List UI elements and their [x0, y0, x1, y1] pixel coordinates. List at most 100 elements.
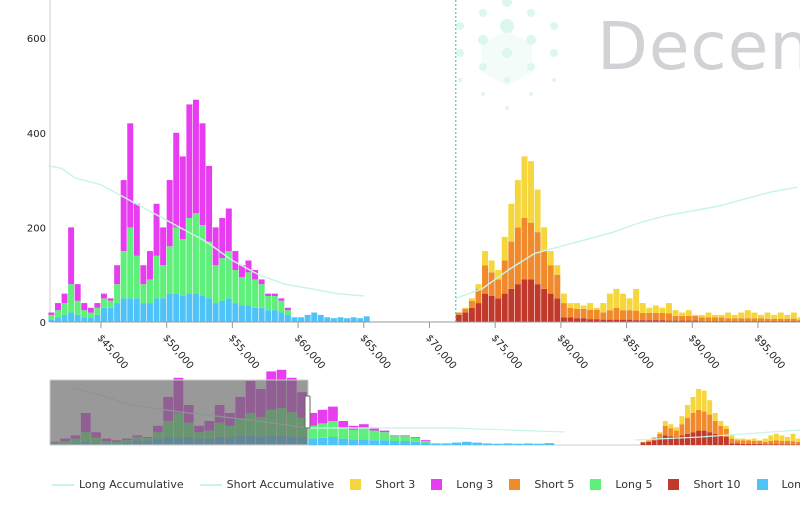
nav-bar-long-5	[348, 429, 359, 440]
nav-bar-short-5	[701, 411, 707, 431]
bar-short-3	[613, 288, 620, 308]
bar-long-5	[127, 227, 134, 299]
nav-bar-long-10	[513, 443, 524, 445]
bar-short-3	[475, 284, 482, 289]
bar-short-5	[639, 313, 646, 321]
bar-long-3	[212, 227, 219, 266]
legend-item-long-5[interactable]: Long 5	[590, 478, 652, 491]
nav-bar-long-5	[317, 423, 328, 438]
bar-long-3	[271, 293, 278, 296]
bar-short-5	[626, 310, 633, 320]
nav-bar-long-3	[317, 409, 328, 424]
bar-short-10	[567, 317, 574, 322]
y-tick-label: 600	[27, 34, 46, 45]
nav-bar-long-5	[369, 430, 379, 441]
nav-bar-long-10	[389, 441, 400, 445]
bar-long-5	[140, 284, 147, 304]
nav-bar-short-10	[646, 441, 652, 445]
legend-item-short-10[interactable]: Short 10	[668, 478, 741, 491]
bar-short-5	[652, 313, 659, 321]
nav-bar-short-10	[796, 444, 800, 445]
nav-bar-short-5	[696, 409, 702, 431]
bar-short-10	[587, 319, 594, 322]
nav-bar-long-5	[400, 436, 410, 441]
nav-bar-short-3	[723, 425, 729, 429]
nav-bar-short-3	[707, 400, 713, 415]
nav-bar-long-3	[369, 427, 379, 431]
bar-short-5	[757, 318, 764, 322]
bar-short-5	[797, 319, 800, 322]
nav-bar-long-5	[338, 427, 349, 439]
bar-long-10	[330, 318, 337, 322]
bar-long-5	[114, 284, 121, 304]
bar-short-10	[679, 320, 686, 322]
bar-short-10	[574, 318, 580, 322]
legend-item-short-3[interactable]: Short 3	[350, 478, 415, 491]
bar-short-10	[652, 320, 659, 322]
bar-short-3	[495, 269, 502, 280]
bar-short-10	[606, 319, 613, 322]
nav-bar-long-10	[420, 442, 431, 445]
bar-short-3	[501, 236, 508, 261]
bar-long-10	[160, 298, 167, 322]
legend-item-short-5[interactable]: Short 5	[509, 478, 574, 491]
bar-short-3	[711, 314, 718, 318]
nav-bar-short-10	[685, 433, 690, 445]
nav-bar-short-5	[723, 429, 729, 437]
bar-short-5	[698, 317, 705, 322]
bar-long-5	[192, 213, 199, 294]
bar-short-3	[462, 307, 469, 309]
bar-short-3	[547, 251, 554, 266]
bar-long-10	[166, 293, 173, 322]
bar-short-3	[560, 293, 567, 304]
nav-bar-short-10	[651, 440, 657, 445]
bar-short-5	[600, 312, 607, 320]
bar-short-10	[514, 284, 521, 322]
nav-bar-short-10	[679, 435, 685, 445]
nav-bar-short-3	[712, 413, 718, 421]
navigator-handle[interactable]	[304, 395, 311, 429]
nav-bar-short-3	[790, 433, 796, 442]
legend-item-long-3[interactable]: Long 3	[431, 478, 493, 491]
nav-bar-short-3	[773, 433, 779, 441]
nav-bar-long-10	[307, 438, 318, 445]
legend-item-short-accumulative[interactable]: Short Accumulative	[199, 478, 334, 491]
x-tick-label: $50,000	[160, 333, 195, 372]
navigator-selection[interactable]	[49, 379, 309, 446]
bar-long-3	[107, 298, 114, 301]
bar-short-3	[685, 310, 692, 316]
bar-short-5	[606, 310, 613, 320]
bar-long-3	[120, 180, 127, 252]
nav-bar-long-5	[359, 428, 369, 440]
nav-bar-short-3	[746, 439, 752, 441]
nav-bar-short-3	[740, 438, 746, 441]
nav-bar-long-5	[389, 436, 400, 441]
bar-short-5	[567, 307, 574, 318]
bar-long-5	[238, 277, 245, 306]
legend-item-long-10[interactable]: Long 10	[756, 478, 800, 491]
bar-short-5	[488, 272, 495, 296]
bar-short-5	[790, 318, 797, 322]
bar-short-10	[534, 284, 541, 322]
bar-long-10	[344, 318, 351, 322]
bar-long-10	[74, 314, 81, 322]
bar-short-5	[672, 315, 679, 321]
bar-short-3	[738, 312, 745, 319]
nav-bar-short-3	[662, 421, 668, 426]
bar-short-3	[468, 298, 475, 301]
bar-short-3	[764, 312, 771, 319]
y-tick-label: 0	[40, 318, 46, 329]
bar-short-5	[482, 265, 489, 294]
x-tick-label: $45,000	[95, 333, 130, 372]
legend-item-long-accumulative[interactable]: Long Accumulative	[52, 478, 184, 491]
bar-short-5	[764, 318, 771, 322]
bar-long-5	[271, 295, 278, 311]
nav-bar-short-10	[746, 443, 752, 445]
bar-long-10	[140, 303, 147, 322]
bar-long-5	[94, 307, 101, 315]
bar-short-5	[646, 313, 653, 321]
y-tick-label: 200	[27, 223, 46, 234]
legend-swatch	[199, 483, 222, 486]
bar-short-5	[541, 251, 548, 289]
nav-bar-short-5	[657, 433, 663, 439]
